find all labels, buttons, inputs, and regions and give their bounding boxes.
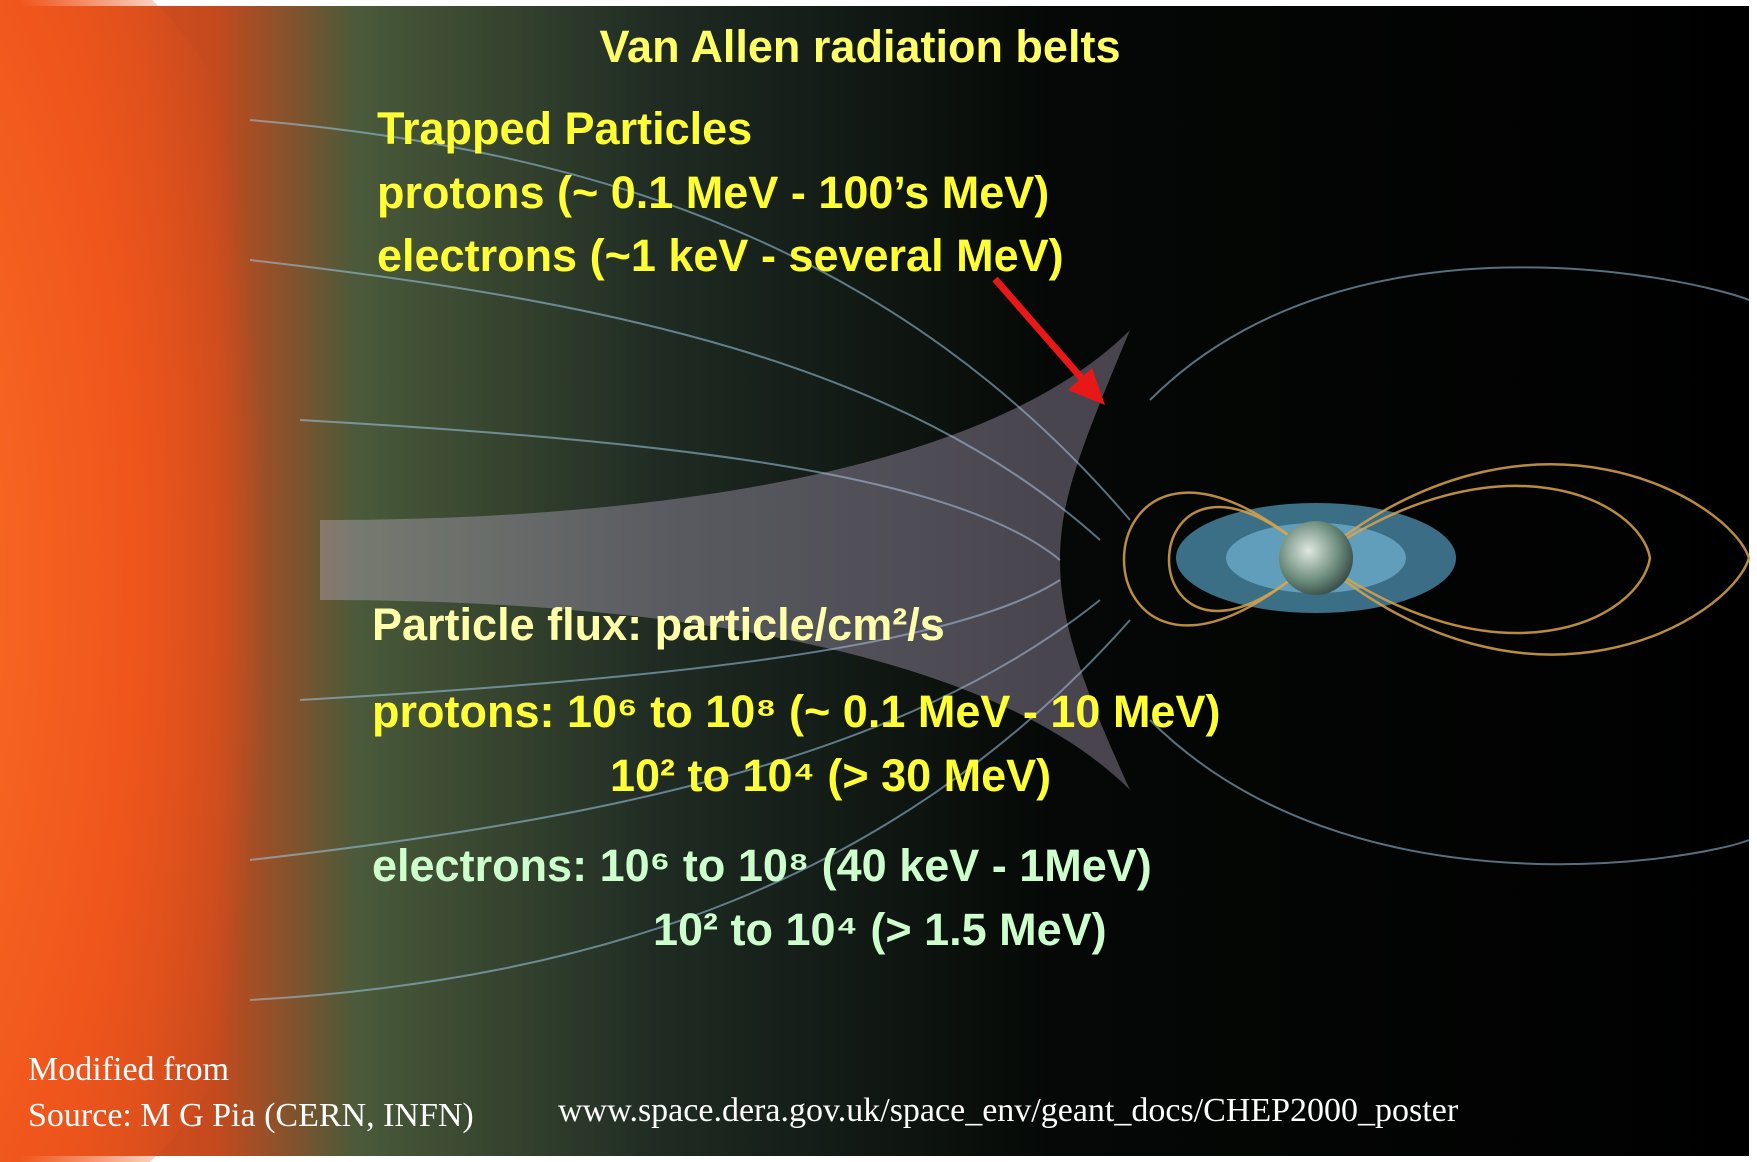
protons-line: 10² to 10⁴ (> 30 MeV) — [610, 750, 1051, 801]
trapped-heading: Trapped Particles — [377, 103, 752, 154]
flux-heading: Particle flux: particle/cm²/s — [372, 599, 945, 650]
trapped-protons: protons (~ 0.1 MeV - 100’s MeV) — [377, 167, 1049, 218]
electrons-line: electrons: 10⁶ to 10⁸ (40 keV - 1MeV) — [372, 840, 1152, 891]
field-lines — [249, 119, 1750, 1001]
earth — [1279, 521, 1353, 595]
trapped-electrons: electrons (~1 keV - several MeV) — [377, 230, 1064, 281]
source-url: www.space.dera.gov.uk/space_env/geant_do… — [558, 1092, 1459, 1129]
magnetosheath — [320, 330, 1130, 790]
credit: Source: M G Pia (CERN, INFN) — [28, 1097, 474, 1134]
electrons-line: 10² to 10⁴ (> 1.5 MeV) — [653, 904, 1107, 955]
protons-line: protons: 10⁶ to 10⁸ (~ 0.1 MeV - 10 MeV) — [372, 686, 1220, 737]
title: Van Allen radiation belts — [600, 21, 1121, 72]
red-arrow — [992, 276, 1105, 405]
credit: Modified from — [28, 1051, 229, 1088]
sun — [0, 0, 320, 1162]
